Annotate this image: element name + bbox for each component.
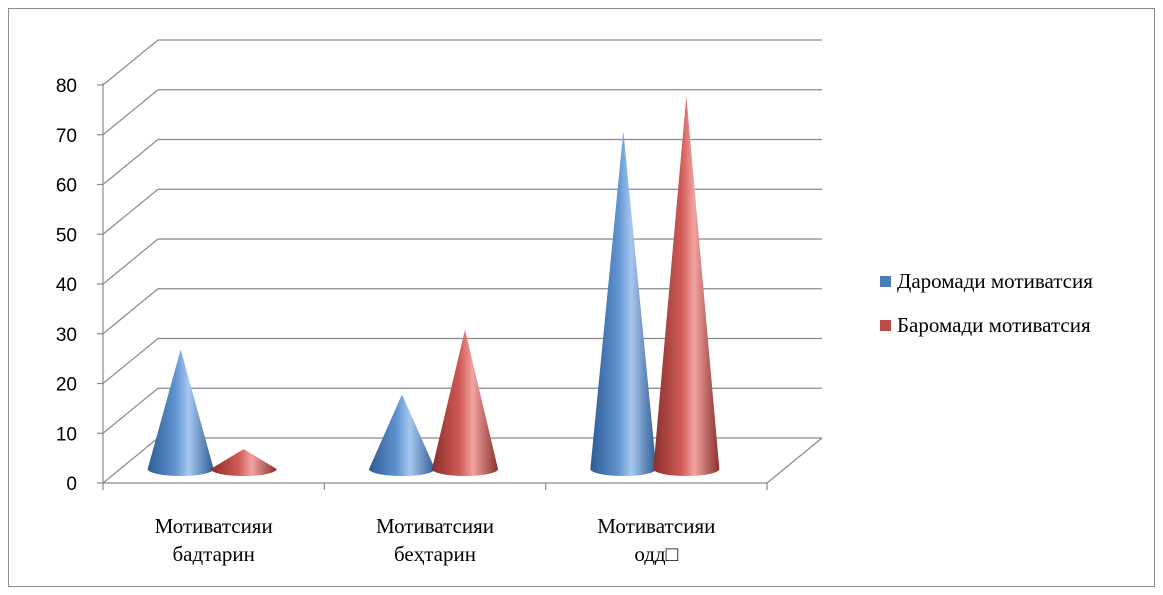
floor-edge: [766, 437, 823, 484]
y-tick-label: 40: [56, 275, 77, 296]
cone-blue: [147, 349, 214, 476]
x-tick-label: Мотиватсияи бадтарин: [155, 514, 273, 566]
chart-frame: [8, 8, 1155, 587]
y-tick-label: 50: [56, 225, 77, 246]
gridline-diagonal: [102, 387, 159, 434]
gridline-diagonal: [102, 338, 159, 384]
gridline-diagonal: [102, 89, 159, 136]
cone-blue: [590, 130, 657, 476]
y-tick-label: 20: [56, 375, 77, 396]
cone-red: [210, 449, 277, 476]
cone-red: [432, 329, 498, 476]
x-tick-label: Мотиватсияи одд□: [597, 514, 715, 566]
y-tick-label: 10: [56, 424, 77, 445]
y-tick-label: 70: [56, 126, 77, 147]
legend-swatch: [880, 320, 891, 331]
y-tick-label: 30: [56, 325, 77, 346]
cone-blue: [369, 394, 435, 476]
y-tick-label: 80: [56, 76, 77, 97]
legend-label: Баромади мотиватсия: [897, 313, 1091, 337]
y-tick-label: 60: [56, 176, 77, 197]
gridline-diagonal: [102, 139, 159, 185]
x-tick-label: Мотиватсияи беҳтарин: [376, 514, 494, 566]
cone-red: [653, 95, 720, 476]
gridline-diagonal: [102, 238, 159, 285]
gridline-diagonal: [102, 437, 159, 484]
legend-label: Даромади мотиватсия: [897, 269, 1093, 293]
gridline-diagonal: [102, 188, 159, 235]
gridlines: [102, 39, 822, 484]
legend-swatch: [880, 276, 891, 287]
y-tick-label: 0: [66, 474, 77, 495]
gridline-diagonal: [102, 39, 159, 86]
gridline-diagonal: [102, 288, 159, 335]
